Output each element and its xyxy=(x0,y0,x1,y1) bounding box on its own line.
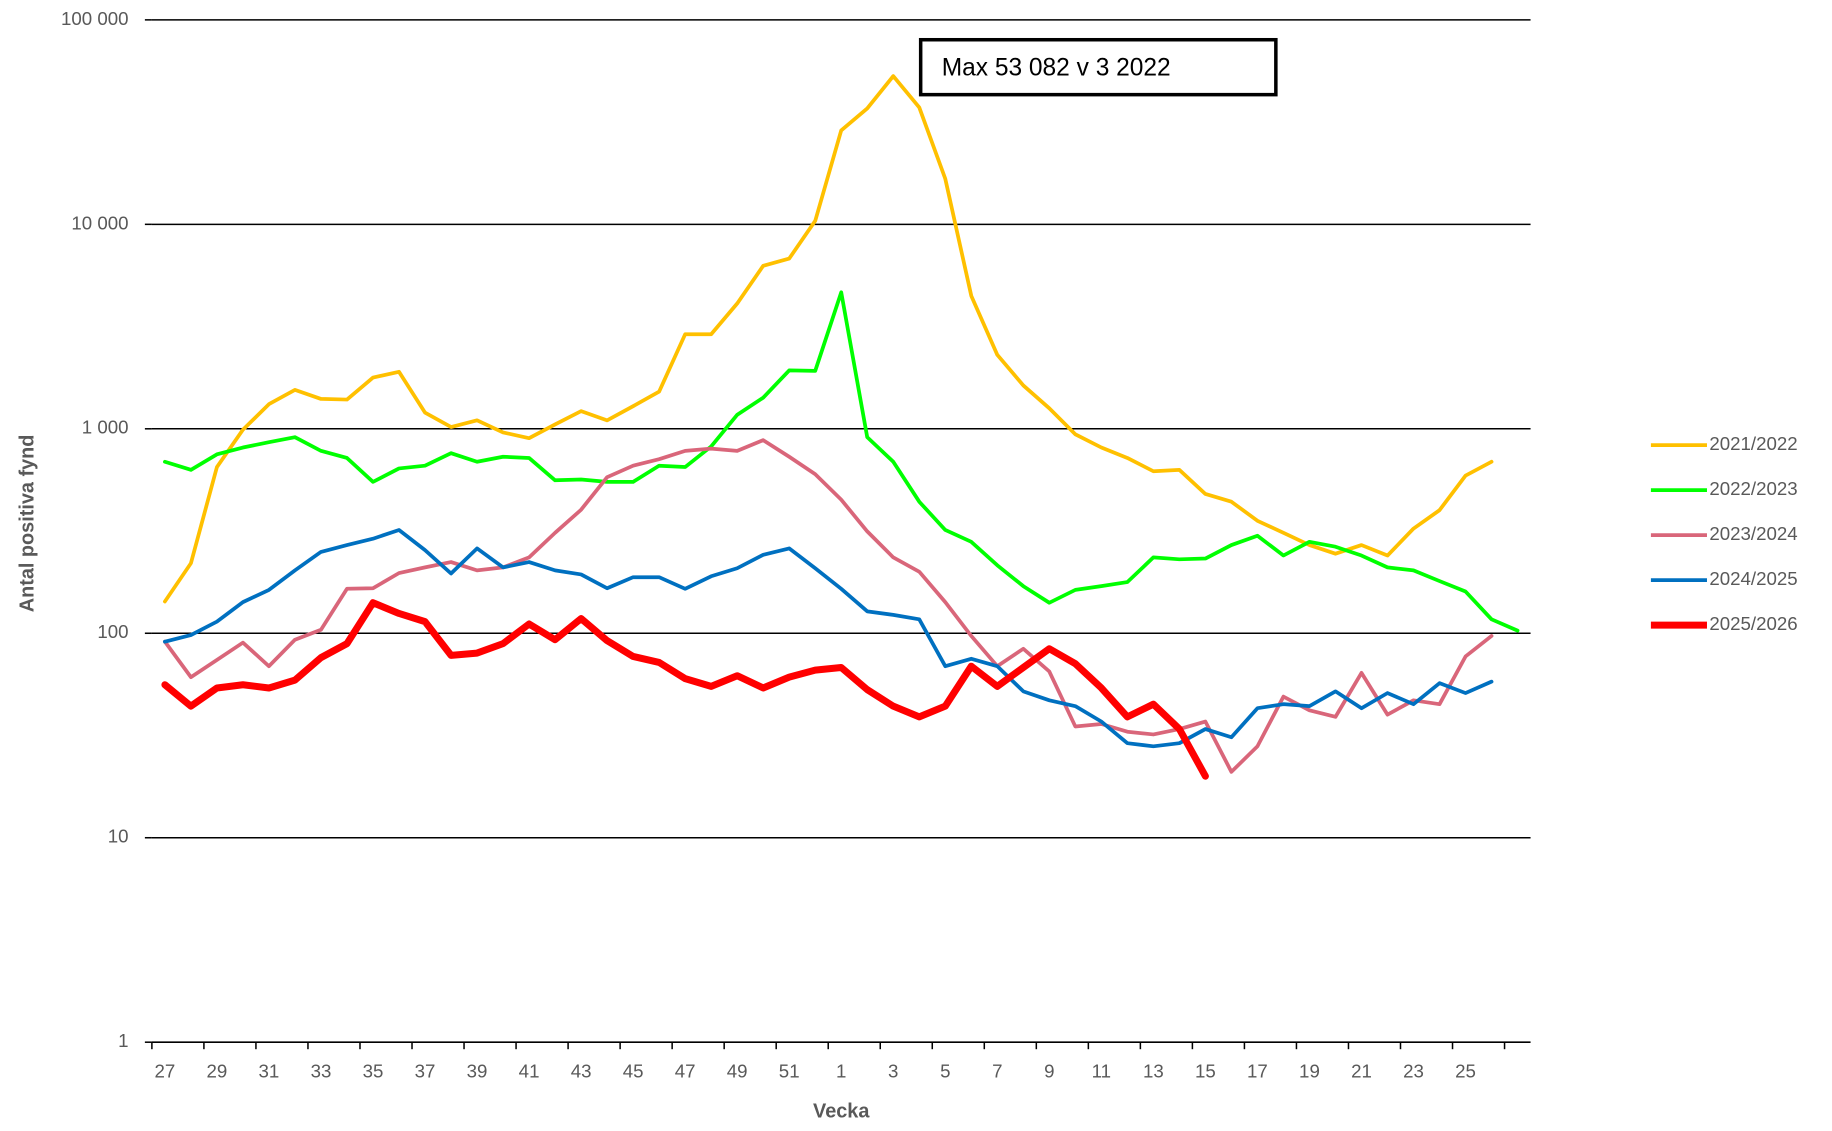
x-tick-label: 33 xyxy=(311,1061,332,1082)
x-tick-label: 45 xyxy=(623,1061,644,1082)
x-tick-label: 3 xyxy=(888,1061,898,1082)
x-tick-label: 27 xyxy=(154,1061,175,1082)
annotation: Max 53 082 v 3 2022 xyxy=(942,54,1171,81)
x-tick-label: 23 xyxy=(1403,1061,1424,1082)
x-tick-label: 41 xyxy=(519,1061,540,1082)
annotation-box xyxy=(918,37,1278,97)
x-tick-label: 17 xyxy=(1247,1061,1268,1082)
y-tick-label: 100 xyxy=(97,621,128,642)
x-tick-label: 51 xyxy=(779,1061,800,1082)
legend-label: 2023/2024 xyxy=(1709,523,1797,544)
x-tick-label: 49 xyxy=(727,1061,748,1082)
y-tick-label: 10 xyxy=(108,826,129,847)
legend-label: 2025/2026 xyxy=(1709,613,1797,634)
x-tick-label: 5 xyxy=(940,1061,950,1082)
grid xyxy=(151,19,1531,1043)
y-tick-label: 10 000 xyxy=(71,212,128,233)
x-tick-label: 15 xyxy=(1195,1061,1216,1082)
x-tick-label: 39 xyxy=(467,1061,488,1082)
y-axis-title: Antal positiva fynd xyxy=(16,435,38,613)
x-tick-label: 29 xyxy=(207,1061,228,1082)
x-tick-label: 9 xyxy=(1044,1061,1054,1082)
series-line xyxy=(163,290,1520,633)
legend-label: 2021/2022 xyxy=(1709,433,1797,454)
x-tick-label: 31 xyxy=(259,1061,280,1082)
x-tick-label: 1 xyxy=(836,1061,846,1082)
series-line xyxy=(163,438,1494,774)
legend-label: 2024/2025 xyxy=(1709,568,1797,589)
x-tick-label: 11 xyxy=(1092,1061,1111,1082)
y-tick-label: 100 000 xyxy=(61,8,129,29)
x-axis-title: Vecka xyxy=(813,1101,870,1123)
x-tick-label: 21 xyxy=(1351,1061,1372,1082)
series-line xyxy=(163,74,1494,604)
series-line xyxy=(163,528,1494,749)
y-tick-label: 1 xyxy=(118,1030,128,1051)
x-tick-label: 19 xyxy=(1299,1061,1320,1082)
x-tick-label: 37 xyxy=(415,1061,436,1082)
x-tick-label: 25 xyxy=(1455,1061,1476,1082)
x-tick-label: 13 xyxy=(1143,1061,1164,1082)
legend-label: 2022/2023 xyxy=(1709,478,1797,499)
x-tick-label: 7 xyxy=(992,1061,1002,1082)
x-tick-label: 35 xyxy=(363,1061,384,1082)
x-tick-label: 43 xyxy=(571,1061,592,1082)
y-tick-label: 1 000 xyxy=(82,417,129,438)
series-line xyxy=(161,599,1209,780)
x-tick-label: 47 xyxy=(675,1061,696,1082)
